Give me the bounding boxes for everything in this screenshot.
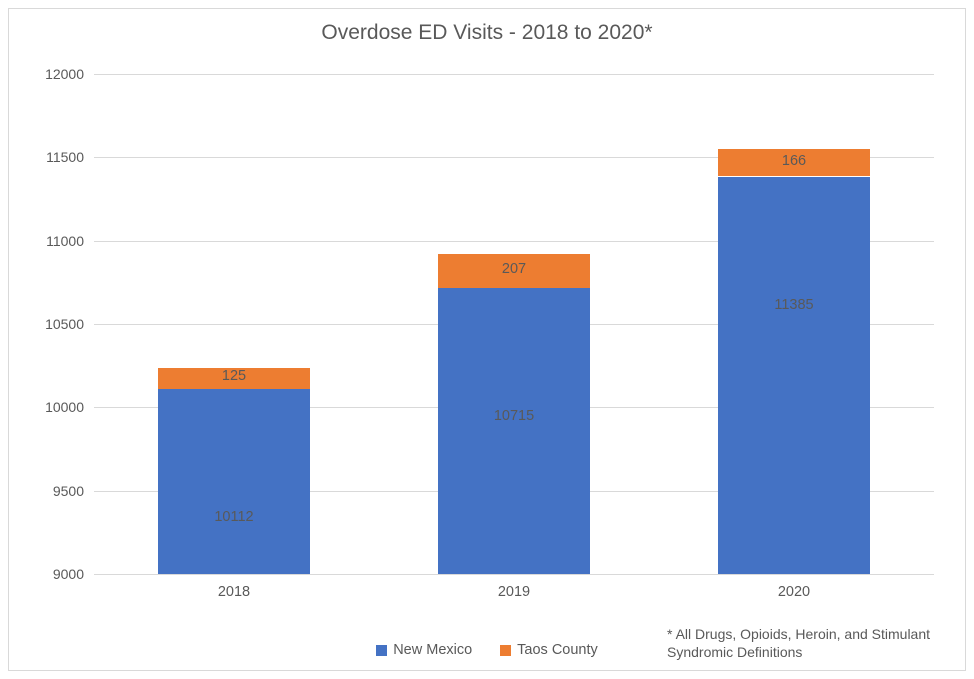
chart-frame: Overdose ED Visits - 2018 to 2020* 90009… <box>8 8 966 671</box>
legend-label: New Mexico <box>393 642 472 658</box>
x-tick-label: 2019 <box>498 584 530 600</box>
chart-title: Overdose ED Visits - 2018 to 2020* <box>9 21 965 45</box>
grid-line <box>94 574 934 575</box>
legend-swatch <box>500 645 511 656</box>
y-tick-label: 10500 <box>19 316 84 332</box>
bar-segment <box>718 177 869 575</box>
y-tick-label: 9500 <box>19 483 84 499</box>
bar-data-label: 125 <box>158 368 309 384</box>
y-tick-label: 9000 <box>19 566 84 582</box>
x-tick-label: 2018 <box>218 584 250 600</box>
legend-item: Taos County <box>500 642 598 658</box>
y-tick-label: 12000 <box>19 66 84 82</box>
bar-segment <box>438 288 589 574</box>
legend-item: New Mexico <box>376 642 472 658</box>
legend-label: Taos County <box>517 642 598 658</box>
plot-area: 9000950010000105001100011500120002018101… <box>94 74 934 574</box>
legend-swatch <box>376 645 387 656</box>
x-tick-label: 2020 <box>778 584 810 600</box>
bar-data-label: 166 <box>718 153 869 169</box>
bar-group: 11385 166 <box>718 74 869 574</box>
bar-group: 10112 125 <box>158 74 309 574</box>
bar-data-label: 207 <box>438 261 589 277</box>
bar-data-label: 11385 <box>718 297 869 313</box>
y-tick-label: 11500 <box>19 149 84 165</box>
bar-data-label: 10715 <box>438 408 589 424</box>
chart-footnote: * All Drugs, Opioids, Heroin, and Stimul… <box>667 626 937 662</box>
y-tick-label: 11000 <box>19 233 84 249</box>
bar-group: 10715 207 <box>438 74 589 574</box>
bar-data-label: 10112 <box>158 509 309 525</box>
bar-segment <box>158 389 309 574</box>
y-tick-label: 10000 <box>19 399 84 415</box>
